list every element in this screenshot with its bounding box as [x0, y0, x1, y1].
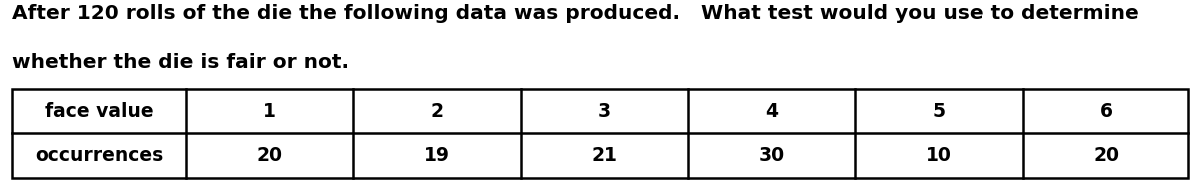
Text: 5: 5	[932, 102, 946, 121]
Text: 30: 30	[758, 146, 785, 165]
Text: 1: 1	[263, 102, 276, 121]
Text: 3: 3	[598, 102, 611, 121]
Text: 6: 6	[1100, 102, 1112, 121]
Text: 4: 4	[766, 102, 779, 121]
Text: face value: face value	[44, 102, 154, 121]
Text: After 120 rolls of the die the following data was produced.   What test would yo: After 120 rolls of the die the following…	[12, 4, 1139, 23]
Text: occurrences: occurrences	[35, 146, 163, 165]
Text: 2: 2	[431, 102, 444, 121]
Text: whether the die is fair or not.: whether the die is fair or not.	[12, 53, 349, 73]
Text: 21: 21	[592, 146, 617, 165]
Text: 20: 20	[1093, 146, 1120, 165]
Text: 19: 19	[424, 146, 450, 165]
Text: 10: 10	[926, 146, 952, 165]
Text: 20: 20	[257, 146, 283, 165]
